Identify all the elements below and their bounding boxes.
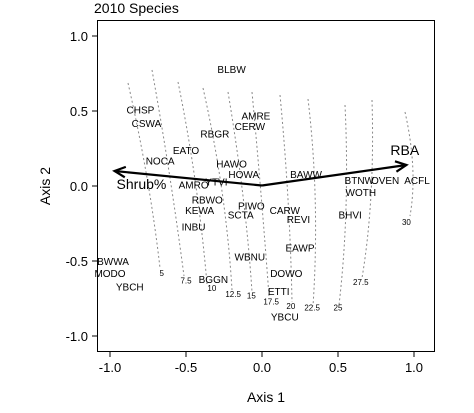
y-tick-label: 0.0 [70,179,88,194]
contour-value-label: 10 [207,284,216,293]
species-label: KEWA [185,206,214,217]
y-axis-label: Axis 2 [37,167,53,205]
species-label: RBWO [192,196,223,207]
x-tick-label: 0.5 [329,360,347,375]
species-label: OVEN [371,176,399,187]
species-label: AMRO [179,181,209,192]
species-label: CHSP [127,106,155,117]
species-label: CSWA [132,119,162,130]
species-label: YBCU [271,313,299,324]
contour-value-label: 5 [159,269,164,278]
contour-value-label: 15 [247,292,256,301]
x-tick-label: 1.0 [405,360,423,375]
species-label: BLBW [217,65,246,76]
species-label: ACFL [404,176,430,187]
y-axis: -1.0 -0.5 0.0 0.5 1.0 Axis 2 [37,29,98,344]
species-label: YBCH [116,283,144,294]
species-label: SCTA [228,211,254,222]
contour-value-label: 20 [286,302,295,311]
species-label: MODO [94,269,125,280]
x-tick-label: -0.5 [175,360,197,375]
y-tick-label: 1.0 [70,29,88,44]
species-label: WBNU [235,253,266,264]
species-label: HAWO [216,160,247,171]
species-label: BWWA [97,257,129,268]
contour-line-17.5 [251,91,270,297]
species-label: EATO [173,146,200,157]
species-label: CERW [235,122,266,133]
contour-line-15 [227,91,253,293]
species-label: RBGR [200,130,229,141]
species-label: NOCA [146,157,175,168]
x-axis: -1.0 -0.5 0.0 0.5 1.0 Axis 1 [99,351,423,405]
species-label: EAWP [285,244,314,255]
y-tick-label: -1.0 [66,329,88,344]
contour-value-label: 30 [402,218,411,227]
chart-title: 2010 Species [94,0,179,16]
vector-arrow [261,163,407,187]
x-axis-label: Axis 1 [247,389,285,405]
contour-value-label: 27.5 [353,278,369,287]
vector-arrowhead [394,160,409,173]
contour-value-label: 12.5 [225,290,241,299]
contour-line-10 [177,81,208,285]
contour-lines [127,69,414,307]
contour-line-25 [338,104,348,306]
species-label: ETTI [268,287,290,298]
x-tick-label: -1.0 [99,360,121,375]
vector-arrowhead [112,165,127,179]
species-label: HOWA [228,170,259,181]
vector-arrow [114,169,263,187]
contour-line-20 [279,94,293,303]
species-label: PIWO [238,202,265,213]
contour-line-27.5 [361,99,374,279]
x-tick-label: 0.0 [253,360,271,375]
y-tick-label: -0.5 [66,254,88,269]
species-label: CARW [270,206,301,217]
contour-value-label: 22.5 [304,304,320,313]
species-label: BAWW [290,170,322,181]
species-label: AMRE [241,112,270,123]
contour-line-5 [127,82,161,269]
species-label: YTVI [205,178,227,189]
contour-value-label: 17.5 [263,298,279,307]
species-label: BTNW [345,176,375,187]
vector-label: RBA [390,142,419,158]
vector-label: Shrub% [117,176,167,192]
species-label: WOTH [346,188,377,199]
contour-value-label: 25 [334,304,343,313]
contour-value-label: 7.5 [180,277,192,286]
species-label: INBU [182,223,206,234]
species-label: REVI [287,215,310,226]
contour-line-22.5 [307,98,317,307]
contour-labels: 5 7.5 10 12.5 15 17.5 20 22.5 25 27.5 30 [159,218,411,313]
contour-line-30 [404,111,414,217]
species-label: DOWO [270,269,302,280]
species-label: BHVI [338,211,361,222]
y-tick-label: 0.5 [70,104,88,119]
environmental-vectors: RBA Shrub% [112,142,420,192]
species-label: BGGN [199,275,228,286]
contour-line-7.5 [151,69,185,277]
